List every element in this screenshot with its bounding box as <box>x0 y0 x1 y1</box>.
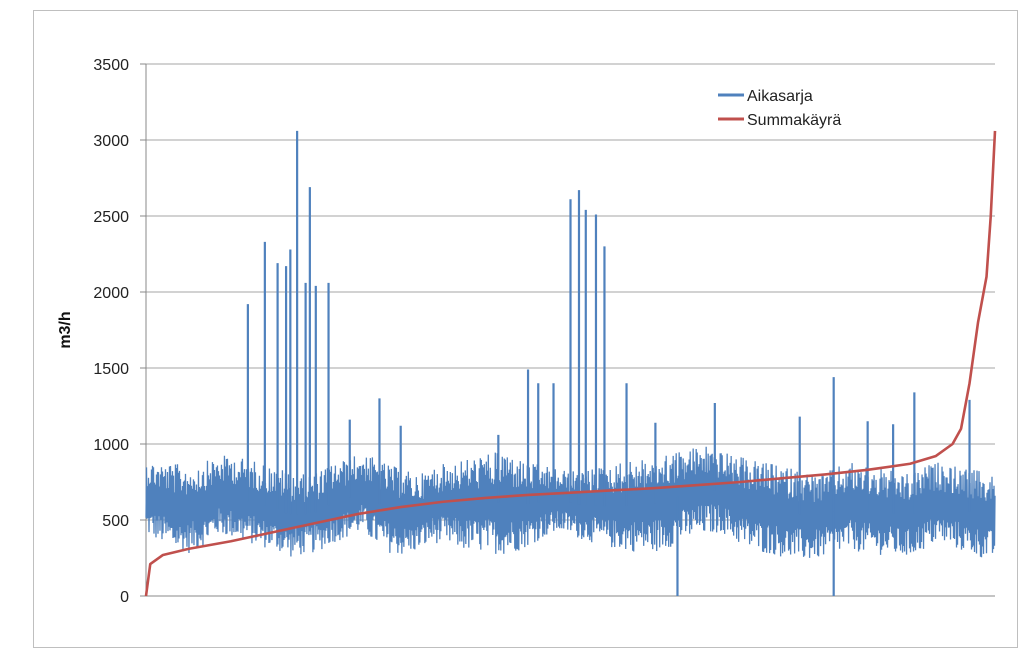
y-tick-label: 0 <box>120 589 129 606</box>
y-tick-label: 500 <box>102 513 129 530</box>
series-summakayra-line <box>144 130 997 597</box>
y-tick-label: 1000 <box>93 437 129 454</box>
y-tick-label: 2000 <box>93 285 129 302</box>
y-tick-labels: 0 500 1000 1500 2000 2500 3000 3500 <box>93 57 129 606</box>
series-aikasarja-line <box>145 446 996 558</box>
y-tick-label: 2500 <box>93 209 129 226</box>
y-tick-label: 3000 <box>93 133 129 150</box>
y-tick-label: 1500 <box>93 361 129 378</box>
legend-label-aikasarja: Aikasarja <box>747 88 813 105</box>
legend: Aikasarja Summakäyrä <box>718 88 841 129</box>
series-aikasarja <box>145 130 996 596</box>
y-axis-label: m3/h <box>57 311 74 348</box>
legend-label-summakayra: Summakäyrä <box>747 112 841 129</box>
y-tick-label: 3500 <box>93 57 129 74</box>
